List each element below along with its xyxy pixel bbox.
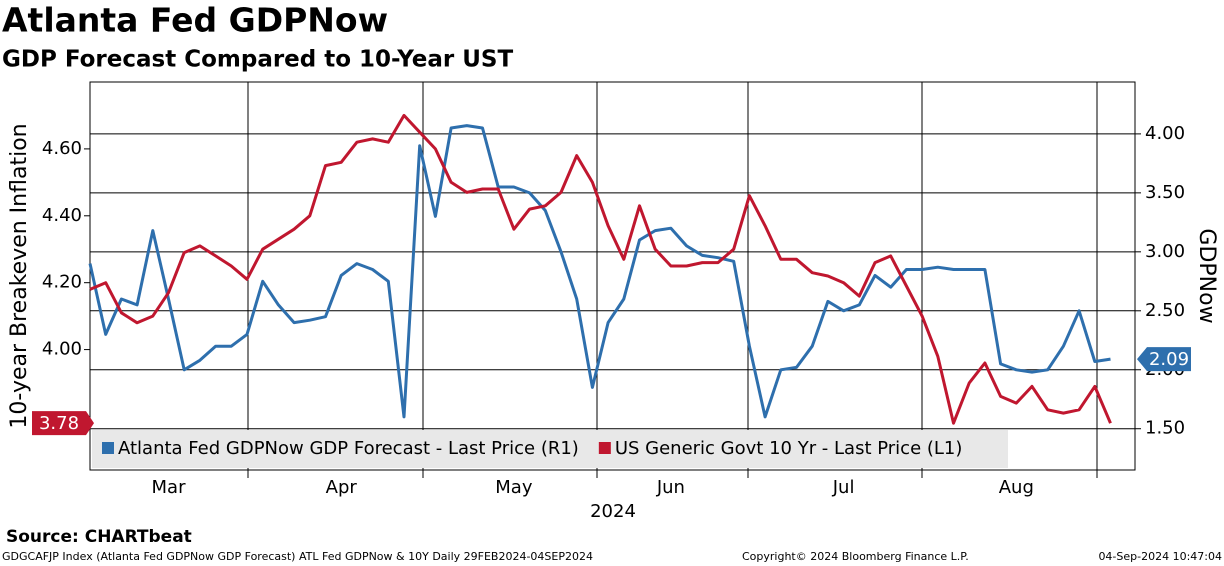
- legend-swatch: [598, 442, 611, 454]
- last-value-tag: [1137, 347, 1191, 372]
- last-value-label: 2.09: [1149, 349, 1189, 370]
- plot-frame: [89, 81, 1136, 471]
- y2-tick-label: 1.50: [1145, 418, 1185, 439]
- x-tick-label: Apr: [326, 477, 358, 498]
- x-tick-label: Jul: [832, 477, 855, 498]
- month-grid: [247, 82, 1098, 478]
- legend-label: Atlanta Fed GDPNow GDP Forecast - Last P…: [118, 438, 579, 459]
- chart-subtitle: GDP Forecast Compared to 10-Year UST: [2, 47, 513, 73]
- series-line: [89, 113, 1112, 425]
- x-tick-label: May: [495, 477, 533, 498]
- legend-box: [92, 430, 1008, 468]
- y-tick-label: 4.20: [42, 272, 82, 293]
- y2-tick-label: 2.50: [1145, 300, 1185, 321]
- x-tick-label: Jun: [656, 477, 685, 498]
- y2-tick-label: 4.00: [1145, 123, 1185, 144]
- last-value-label: 3.78: [39, 413, 79, 434]
- y-tick-label: 4.40: [42, 205, 82, 226]
- source: Source: CHARTbeat: [6, 527, 192, 547]
- y2-tick-label: 3.50: [1145, 182, 1185, 203]
- series-line: [88, 124, 1111, 419]
- y2-axis-label: GDPNow: [1194, 228, 1219, 323]
- y-tick-label: 4.60: [42, 138, 82, 159]
- legend-label: US Generic Govt 10 Yr - Last Price (L1): [615, 438, 963, 459]
- footer-left: GDGCAFJP Index (Atlanta Fed GDPNow GDP F…: [2, 550, 593, 563]
- x-tick-label: Aug: [999, 477, 1034, 498]
- y-axis-label: 10-year Breakeven Inflation: [7, 123, 32, 428]
- x-axis-label: 2024: [590, 501, 636, 522]
- y2-tick-label: 3.00: [1145, 241, 1185, 262]
- last-value-tag: [32, 411, 94, 436]
- y-tick-label: 4.00: [42, 339, 82, 360]
- chart-title: Atlanta Fed GDPNow: [2, 1, 388, 40]
- footer-right: 04-Sep-2024 10:47:04: [1098, 550, 1222, 563]
- footer-center: Copyright© 2024 Bloomberg Finance L.P.: [742, 550, 969, 563]
- legend-swatch: [102, 442, 114, 454]
- x-tick-label: Mar: [152, 477, 187, 498]
